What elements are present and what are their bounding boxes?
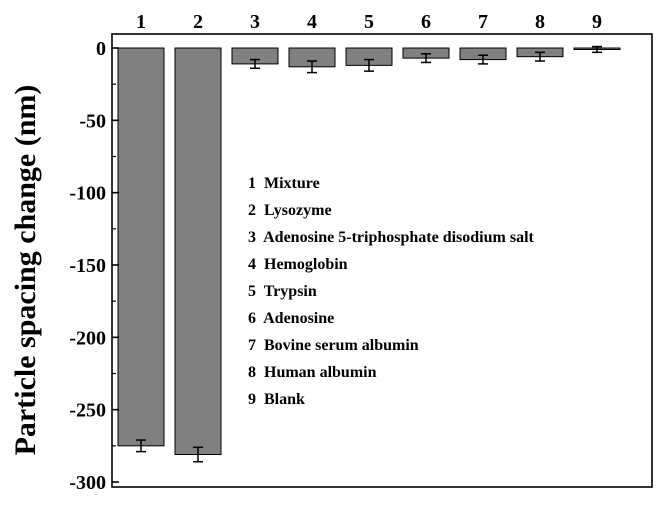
legend-entry: 2 Lysozyme [248,202,332,219]
legend-entry: 6 Adenosine [248,310,334,327]
legend-entry: 5 Trypsin [248,283,317,300]
y-tick-label: -50 [79,110,106,132]
legend-entry: 8 Human albumin [248,364,377,381]
y-tick-label: -100 [69,183,106,205]
error-bars [136,45,602,463]
category-label: 2 [193,11,203,33]
legend-entry: 1 Mixture [248,175,320,192]
axes [111,33,653,488]
legend-entry: 4 Hemoglobin [248,256,348,273]
y-tick-label: -150 [69,255,106,277]
bar [174,47,222,456]
y-axis-label: Particle spacing change (nm) [9,85,42,456]
category-label: 7 [478,11,488,33]
category-label: 9 [592,11,602,33]
y-axis-ticks: 0 -50 -100 -150 -200 -250 -300 [69,38,119,494]
plot-frame [111,33,653,488]
category-label: 6 [421,11,431,33]
legend-entry: 3 Adenosine 5-triphosphate disodium salt [248,229,535,246]
category-label: 4 [307,11,317,33]
y-tick-label: -200 [69,327,106,349]
bars [117,47,621,456]
legend: 1 Mixture 2 Lysozyme 3 Adenosine 5-triphos… [248,175,535,408]
category-labels: 1 2 3 4 5 6 7 8 9 [136,11,602,33]
category-label: 1 [136,11,146,33]
y-tick-label: -250 [69,400,106,422]
legend-entry: 9 Blank [248,391,305,408]
y-tick-label: 0 [96,38,106,60]
category-label: 8 [535,11,545,33]
category-label: 5 [364,11,374,33]
legend-entry: 7 Bovine serum albumin [248,337,419,354]
category-label: 3 [250,11,260,33]
y-tick-label: -300 [69,472,106,494]
bar [117,47,165,447]
